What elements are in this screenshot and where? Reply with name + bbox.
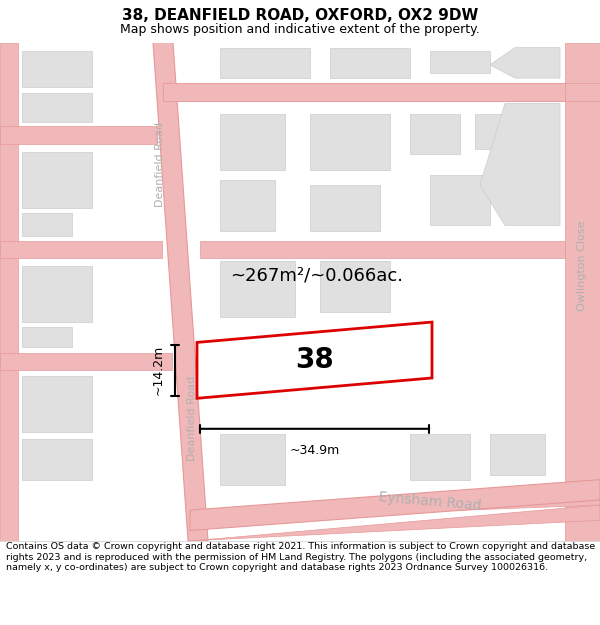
Text: Owlington Close: Owlington Close: [577, 221, 587, 311]
Bar: [475, 114, 515, 149]
Polygon shape: [197, 322, 432, 398]
Polygon shape: [565, 42, 600, 541]
Bar: [22, 152, 92, 208]
Bar: [22, 327, 72, 348]
Bar: [410, 434, 470, 479]
Bar: [22, 376, 92, 432]
Polygon shape: [163, 83, 565, 101]
Bar: [220, 434, 285, 485]
Text: 38, DEANFIELD ROAD, OXFORD, OX2 9DW: 38, DEANFIELD ROAD, OXFORD, OX2 9DW: [122, 9, 478, 24]
Text: ~14.2m: ~14.2m: [152, 345, 165, 396]
Polygon shape: [0, 241, 162, 258]
Polygon shape: [195, 485, 600, 520]
Text: Contains OS data © Crown copyright and database right 2021. This information is : Contains OS data © Crown copyright and d…: [6, 542, 595, 572]
Polygon shape: [195, 505, 600, 541]
Bar: [22, 51, 92, 88]
Bar: [220, 114, 285, 169]
Text: Map shows position and indicative extent of the property.: Map shows position and indicative extent…: [120, 23, 480, 36]
Polygon shape: [153, 42, 208, 541]
Bar: [22, 266, 92, 322]
Text: Deanfield Road: Deanfield Road: [155, 122, 165, 207]
Text: ~34.9m: ~34.9m: [289, 444, 340, 457]
Polygon shape: [480, 104, 560, 226]
Polygon shape: [190, 479, 600, 531]
Text: Deanfield Road: Deanfield Road: [187, 376, 197, 461]
Bar: [430, 51, 490, 73]
Bar: [430, 174, 490, 226]
Bar: [22, 93, 92, 122]
Polygon shape: [0, 42, 18, 541]
Text: Eynsham Road: Eynsham Road: [378, 491, 482, 514]
Polygon shape: [490, 48, 560, 78]
Polygon shape: [163, 83, 600, 101]
Bar: [220, 48, 310, 78]
Bar: [330, 48, 410, 78]
Bar: [310, 185, 380, 231]
Bar: [310, 114, 390, 169]
Bar: [220, 180, 275, 231]
Text: ~267m²/~0.066ac.: ~267m²/~0.066ac.: [230, 266, 403, 284]
Polygon shape: [0, 126, 157, 144]
Polygon shape: [200, 241, 565, 258]
Bar: [490, 434, 545, 474]
Bar: [22, 213, 72, 236]
Bar: [410, 114, 460, 154]
Bar: [22, 439, 92, 479]
Bar: [220, 261, 295, 317]
Text: 38: 38: [295, 346, 334, 374]
Polygon shape: [0, 352, 172, 370]
Bar: [320, 261, 390, 312]
